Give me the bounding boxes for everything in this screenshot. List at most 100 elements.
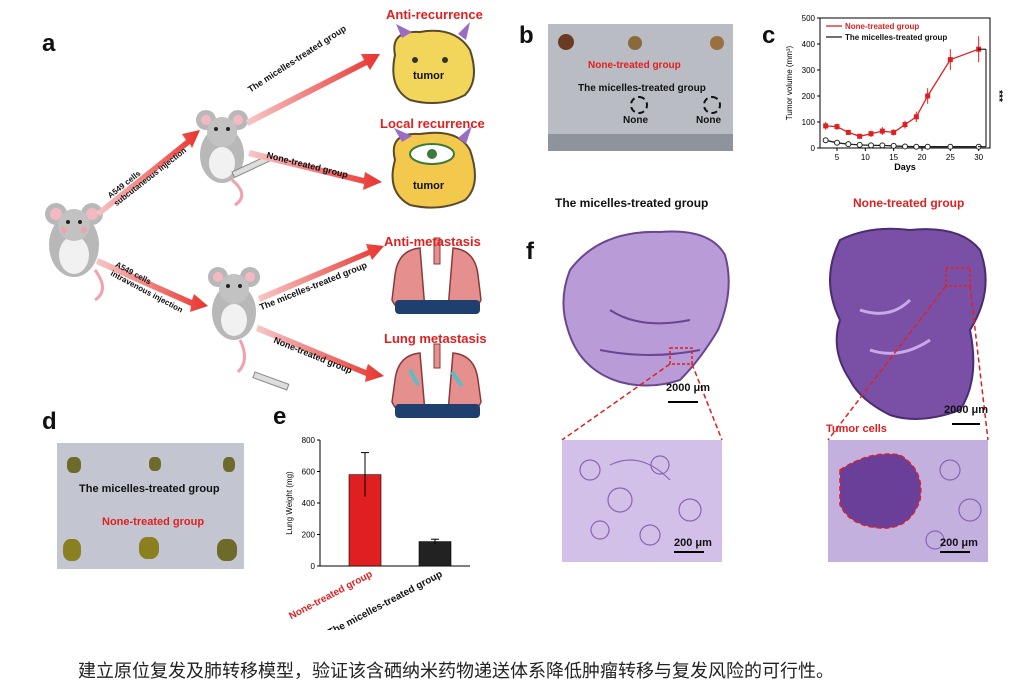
arrow-iv-icon <box>96 258 208 312</box>
data-point <box>902 122 908 128</box>
panel-d-photo: The micelles-treated group None-treated … <box>57 443 244 569</box>
data-point <box>924 143 931 150</box>
x-tick-label: 15 <box>889 153 898 162</box>
outcome-anti-metastasis: Anti-metastasis <box>384 234 481 249</box>
data-point <box>913 114 919 120</box>
series-line <box>825 48 979 137</box>
data-point <box>891 129 897 135</box>
data-point <box>823 123 829 129</box>
d-micelles-label: The micelles-treated group <box>79 483 220 495</box>
panel-b-letter: b <box>519 22 534 49</box>
ruler-icon <box>548 134 733 151</box>
arrow-none-1-icon <box>248 150 382 190</box>
panel-a-letter: a <box>42 30 56 57</box>
panel-b-photo: None-treated group The micelles-treated … <box>548 24 733 151</box>
lung-sample-icon <box>217 539 237 561</box>
lung-section-micelles <box>562 230 730 387</box>
data-point <box>925 93 931 99</box>
data-point <box>834 124 840 130</box>
lung-sample-icon <box>63 539 81 561</box>
outcome-local-recurrence: Local recurrence <box>380 116 485 131</box>
legend-label: None-treated group <box>845 22 919 31</box>
data-point <box>947 57 953 63</box>
tumor-sample-icon <box>558 34 574 50</box>
x-tick-label: 10 <box>861 153 870 162</box>
data-point <box>913 143 920 150</box>
significance-label: *** <box>993 90 1004 102</box>
data-point <box>879 142 886 149</box>
data-point <box>890 142 897 149</box>
data-point <box>845 141 852 148</box>
data-point <box>857 133 863 139</box>
tumor-cell-region <box>839 453 922 529</box>
scale-small-2: 200 μm <box>940 537 978 549</box>
arrow-none-2-icon <box>256 325 384 382</box>
data-point <box>856 141 863 148</box>
data-point <box>834 139 840 146</box>
x-tick-label: 30 <box>974 153 983 162</box>
panel-a-diagram <box>45 22 482 418</box>
tumor-sample-icon <box>710 36 724 50</box>
y-tick-label: 400 <box>802 40 816 49</box>
chart-c-tumor-volume: 0 100 200 300 400 500 5 10 15 20 25 30 Days Tumor vol… <box>785 14 1004 172</box>
data-point <box>879 128 885 134</box>
scale-small-1: 200 μm <box>674 537 712 549</box>
y-tick-label: 200 <box>302 531 316 540</box>
figure-caption: 建立原位复发及肺转移模型，验证该含硒纳米药物递送体系降低肿瘤转移与复发风险的可行… <box>78 661 834 682</box>
x-tick-label: 25 <box>946 153 955 162</box>
d-none-treated-label: None-treated group <box>102 516 205 528</box>
scale-large-1: 2000 μm <box>666 382 711 394</box>
lung-section-none <box>829 227 987 420</box>
data-point <box>868 131 874 137</box>
tumor-label-1: tumor <box>413 70 445 82</box>
y-tick-label: 600 <box>302 468 316 477</box>
lung-sample-icon <box>67 457 81 473</box>
panel-c-letter: c <box>762 22 776 49</box>
y-tick-label: 200 <box>802 92 816 101</box>
tumor-anti-recurrence-icon <box>392 22 475 105</box>
x-tick-label: 20 <box>918 153 927 162</box>
arrow-micelles-1-icon <box>246 54 380 126</box>
data-point <box>947 143 954 150</box>
outcome-anti-recurrence: Anti-recurrence <box>386 7 483 22</box>
arrow-micelles-2-icon <box>258 244 384 302</box>
y-axis-label: Tumor volume (mm³) <box>785 45 794 120</box>
data-point <box>822 137 829 144</box>
x-tick-label: 5 <box>835 153 840 162</box>
outcome-lung-metastasis: Lung metastasis <box>384 331 487 346</box>
mouse-main-icon <box>45 203 104 302</box>
tumor-local-recurrence-icon <box>391 126 476 209</box>
b-none-2: None <box>696 115 721 126</box>
arrow-sc-icon <box>96 130 200 216</box>
y-tick-label: 800 <box>302 436 316 445</box>
y-tick-label: 0 <box>311 562 316 571</box>
panel-d-letter: d <box>42 408 57 435</box>
lungs-anti-metastasis-icon <box>391 237 482 314</box>
tumor-label-2: tumor <box>413 180 445 192</box>
y-tick-label: 100 <box>802 118 816 127</box>
dashed-circle-icon <box>703 96 721 114</box>
data-point <box>902 143 908 150</box>
bar <box>418 541 452 567</box>
category-label: The micelles-treated group <box>326 569 444 630</box>
f-micelles-title: The micelles-treated group <box>555 196 709 210</box>
tumor-cells-label: Tumor cells <box>826 423 887 435</box>
data-point <box>868 142 874 149</box>
b-none-treated-label: None-treated group <box>588 60 681 71</box>
dashed-circle-icon <box>630 96 648 114</box>
scale-large-2: 2000 μm <box>944 404 989 416</box>
mouse-top-icon <box>196 110 272 207</box>
panel-e-letter: e <box>273 403 287 430</box>
mouse-bottom-icon <box>208 267 290 391</box>
panel-f-histology <box>561 227 989 562</box>
y-tick-label: 500 <box>802 14 816 23</box>
panel-f-letter: f <box>526 238 534 265</box>
y-tick-label: 400 <box>302 499 316 508</box>
b-micelles-label: The micelles-treated group <box>578 83 706 94</box>
legend-label: The micelles-treated group <box>845 33 947 42</box>
lung-sample-icon <box>139 537 159 559</box>
y-tick-label: 0 <box>811 144 816 153</box>
tumor-sample-icon <box>628 36 642 50</box>
x-axis-label: Days <box>894 162 916 172</box>
y-tick-label: 300 <box>802 66 816 75</box>
